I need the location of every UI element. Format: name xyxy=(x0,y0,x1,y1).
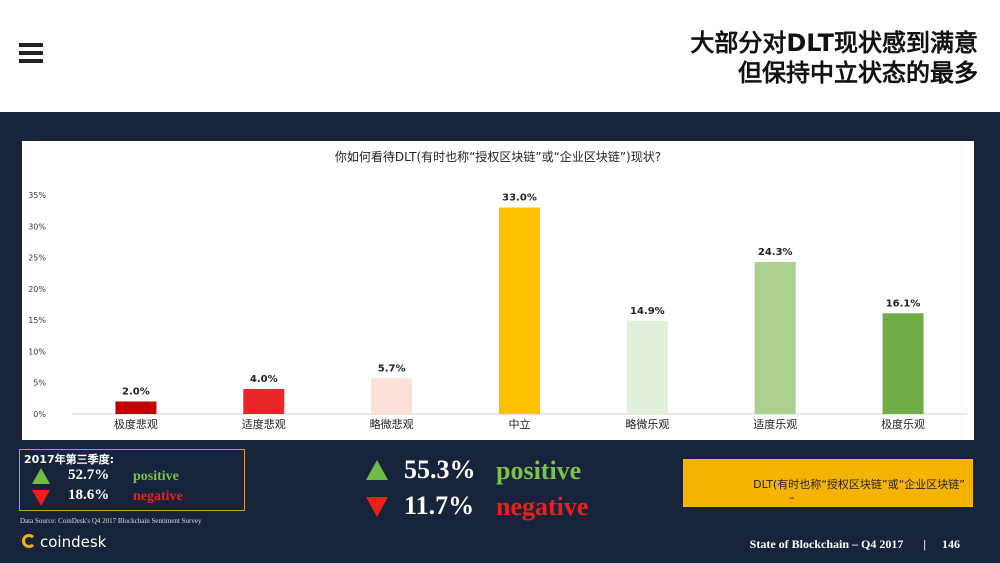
x-tick-label: 适度悲观 xyxy=(242,417,286,431)
data-label: 2.0% xyxy=(122,386,150,397)
summary-negative-value: 11.7% xyxy=(404,491,475,520)
footer-separator: | xyxy=(923,537,926,551)
bar xyxy=(754,261,796,414)
data-label: 24.3% xyxy=(758,247,793,258)
bar xyxy=(115,401,157,414)
down-triangle-icon xyxy=(366,497,388,517)
down-triangle-icon xyxy=(32,490,50,506)
bar xyxy=(243,388,285,414)
header: 大部分对DLT现状感到满意 但保持中立状态的最多 xyxy=(0,0,1000,112)
y-tick-label: 30% xyxy=(28,222,46,231)
x-tick-label: 极度悲观 xyxy=(114,417,158,431)
logo-text: coindesk xyxy=(40,533,107,551)
footer: State of Blockchain – Q4 2017 | 146 xyxy=(750,537,960,552)
menu-icon[interactable] xyxy=(19,43,43,63)
summary-positive-value: 55.3% xyxy=(404,455,476,484)
chart-panel: 你如何看待DLT(有时也称“授权区块链”或“企业区块链”)现状? 0% 5% 10%… xyxy=(22,141,974,440)
bar xyxy=(882,313,924,414)
data-label: 16.1% xyxy=(886,298,921,309)
data-label: 14.9% xyxy=(630,306,665,317)
y-tick-label: 15% xyxy=(28,316,46,325)
summary-negative-label: negative xyxy=(496,492,589,521)
summary-positive-label: positive xyxy=(496,456,582,485)
coindesk-logo: coindesk xyxy=(22,533,106,551)
data-label: 5.7% xyxy=(378,363,406,374)
coindesk-icon xyxy=(22,534,36,548)
note-text: DLT(有时也称“授权区块链”或“企业区块链” xyxy=(753,478,965,491)
x-tick-label: 略微悲观 xyxy=(370,417,414,431)
x-tick-label: 适度乐观 xyxy=(753,417,797,431)
page-number: 146 xyxy=(942,537,960,551)
x-tick-label: 略微乐观 xyxy=(625,417,669,431)
bar-chart: 0% 5% 10% 15% 20% 25% 30% 35% 2.0% 极度悲观 4.0% 适度悲观 5.… xyxy=(28,191,967,431)
chart-title: 你如何看待DLT(有时也称“授权区块链”或“企业区块链”)现状? xyxy=(334,150,662,164)
up-triangle-icon xyxy=(32,468,50,484)
note-trailing: – xyxy=(789,491,795,504)
page-title: 大部分对DLT现状感到满意 但保持中立状态的最多 xyxy=(690,28,978,88)
bar xyxy=(499,207,540,414)
footer-report: State of Blockchain – Q4 2017 xyxy=(749,537,904,551)
data-label: 4.0% xyxy=(250,374,278,385)
bar xyxy=(371,378,413,414)
up-triangle-icon xyxy=(366,460,388,480)
bar xyxy=(626,320,668,414)
q3-positive-value: 52.7% xyxy=(68,467,110,483)
x-tick-label: 极度乐观 xyxy=(881,417,925,431)
data-label: 33.0% xyxy=(502,193,537,204)
y-tick-label: 35% xyxy=(28,191,46,200)
y-tick-label: 25% xyxy=(28,254,46,263)
q3-negative-label: negative xyxy=(133,489,183,504)
y-tick-label: 5% xyxy=(33,379,46,388)
title-line-2: 但保持中立状态的最多 xyxy=(738,59,978,87)
q3-comparison-box: 2017年第三季度: 52.7% positive 18.6% negative xyxy=(19,449,245,511)
q3-heading: 2017年第三季度: xyxy=(24,453,115,466)
note-box: DLT(有时也称“授权区块链”或“企业区块链” – xyxy=(683,459,973,507)
y-tick-label: 0% xyxy=(33,410,46,419)
y-tick-label: 10% xyxy=(28,347,46,356)
q3-negative-value: 18.6% xyxy=(68,487,110,503)
q3-positive-label: positive xyxy=(133,469,179,484)
data-source: Data Source: CoinDesk's Q4 2017 Blockcha… xyxy=(20,517,202,525)
title-line-1: 大部分对DLT现状感到满意 xyxy=(690,29,978,57)
x-tick-label: 中立 xyxy=(509,417,531,431)
y-tick-label: 20% xyxy=(28,285,46,294)
